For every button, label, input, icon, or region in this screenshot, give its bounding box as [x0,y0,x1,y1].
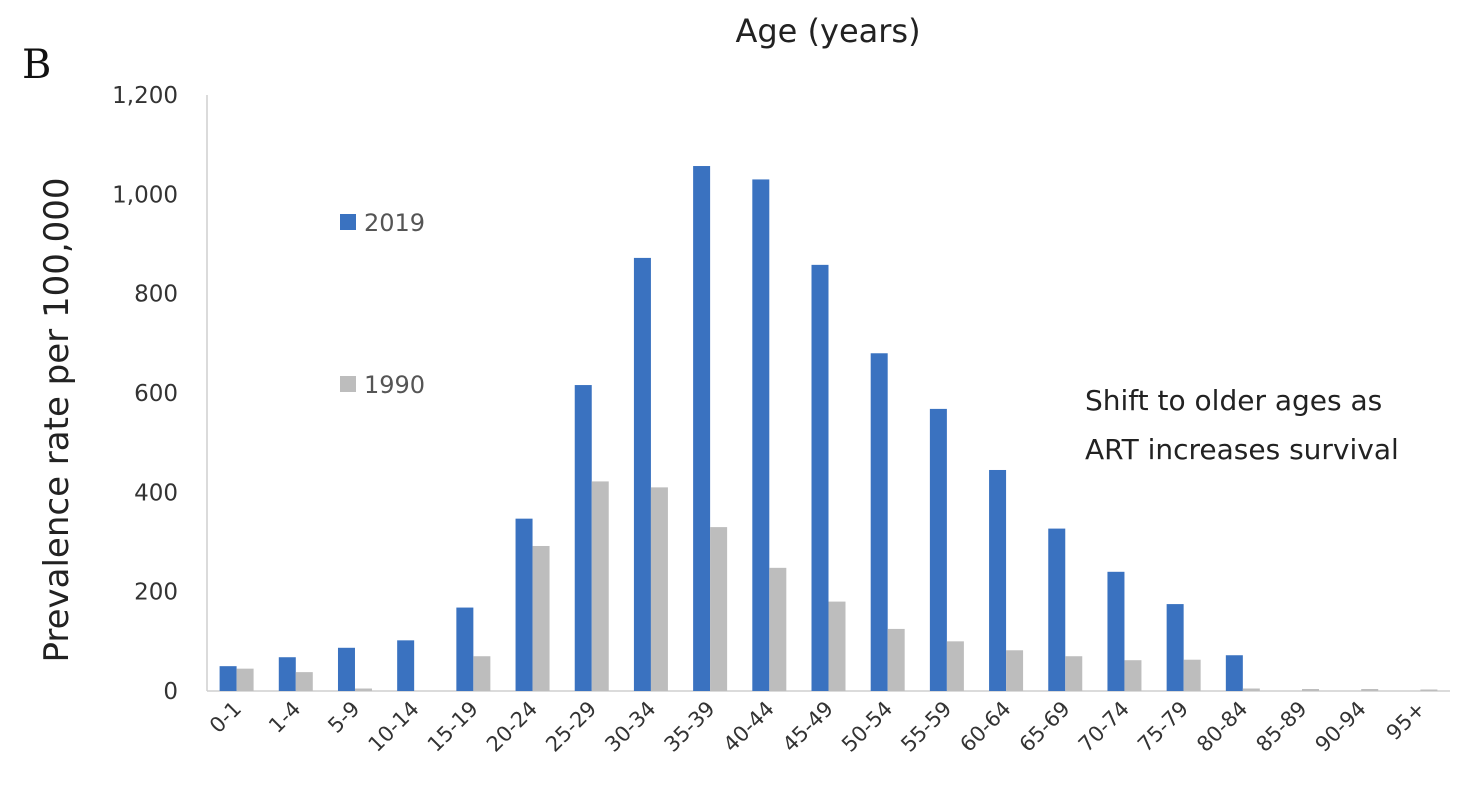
legend-item-2019: 2019 [340,209,425,237]
bar-1990-25-29 [591,481,609,691]
x-tick-label: 45-49 [778,697,838,757]
bar-2019-0-1 [219,666,237,691]
bar-1990-5-9 [354,688,372,691]
bar-1990-45-49 [828,601,846,691]
bar-1990-75-79 [1183,659,1201,691]
bar-2019-60-64 [989,469,1007,691]
x-tick-label: 75-79 [1133,697,1193,757]
y-tick-label: 1,200 [112,83,178,109]
x-tick-label: 10-14 [364,697,424,757]
x-tick-label: 50-54 [837,697,897,757]
bar-2019-40-44 [752,179,770,691]
bars [219,166,1438,692]
y-tick-label: 800 [134,282,178,308]
bar-1990-60-64 [1006,650,1024,691]
x-tick-label: 95+ [1382,697,1430,745]
x-tick-label: 40-44 [719,697,779,757]
y-tick-label: 600 [134,381,178,407]
bar-2019-30-34 [633,257,651,691]
bar-2019-35-39 [693,166,711,692]
bar-1990-55-59 [946,641,964,691]
bar-2019-50-54 [870,353,888,691]
legend: 2019 1990 [340,209,425,399]
x-tick-label: 90-94 [1311,697,1371,757]
x-tick-label: 80-84 [1192,697,1252,757]
bar-2019-65-69 [1048,528,1066,691]
legend-swatch-2019 [340,214,356,230]
x-tick-label: 65-69 [1015,697,1075,757]
x-tick-label: 1-4 [264,697,305,738]
x-tick-label: 70-74 [1074,697,1134,757]
panel-label: B [22,42,51,88]
bar-2019-1-4 [278,657,296,691]
bar-1990-1-4 [295,672,313,691]
x-tick-label: 55-59 [896,697,956,757]
y-tick-label: 200 [134,580,178,606]
x-tick-label: 60-64 [955,697,1015,757]
bar-1990-20-24 [532,545,550,691]
y-tick-label: 400 [134,480,178,506]
bar-2019-20-24 [515,518,533,691]
bar-1990-0-1 [236,668,254,691]
x-ticks: 0-1 1-4 5-9 10-14 15-19 20-24 25-29 30-34 35-39 4… [205,697,1430,757]
legend-swatch-1990 [340,376,356,392]
bar-2019-10-14 [397,640,415,691]
bar-2019-5-9 [337,647,355,691]
x-tick-label: 20-24 [482,697,542,757]
x-tick-label: 5-9 [323,697,364,738]
y-tick-label: 1,000 [112,182,178,208]
x-tick-label: 30-34 [600,697,660,757]
annotation-line-2: ART increases survival [1085,433,1399,466]
y-tick-label: 0 [163,679,178,705]
legend-item-1990: 1990 [340,371,425,399]
bar-2019-70-74 [1107,571,1125,691]
bar-2019-75-79 [1166,604,1184,691]
bar-1990-30-34 [650,487,668,691]
y-ticks: 0 200 400 600 800 1,000 1,200 [112,83,178,705]
x-tick-label: 85-89 [1251,697,1311,757]
bar-1990-15-19 [473,656,491,691]
annotation-line-1: Shift to older ages as [1085,384,1382,417]
bar-2019-45-49 [811,264,829,691]
bar-2019-80-84 [1225,655,1243,691]
x-tick-label: 35-39 [660,697,720,757]
chart-title: Age (years) [735,12,920,50]
bar-1990-50-54 [887,628,905,691]
x-tick-label: 0-1 [205,697,246,738]
bar-1990-35-39 [710,527,728,691]
bar-1990-40-44 [769,567,787,691]
bar-1990-85-89 [1302,689,1320,691]
bar-2019-15-19 [456,607,474,691]
x-tick-label: 25-29 [541,697,601,757]
annotation: Shift to older ages as ART increases sur… [1085,384,1399,466]
bar-1990-70-74 [1124,660,1142,691]
legend-label-1990: 1990 [364,371,425,399]
legend-label-2019: 2019 [364,209,425,237]
bar-1990-80-84 [1242,688,1260,691]
x-tick-label: 15-19 [423,697,483,757]
bar-1990-95+ [1420,689,1438,691]
bar-2019-55-59 [929,408,947,691]
bar-2019-25-29 [574,385,592,691]
y-axis-label: Prevalence rate per 100,000 [37,177,77,662]
bar-1990-90-94 [1361,689,1379,691]
bar-1990-65-69 [1065,656,1083,691]
